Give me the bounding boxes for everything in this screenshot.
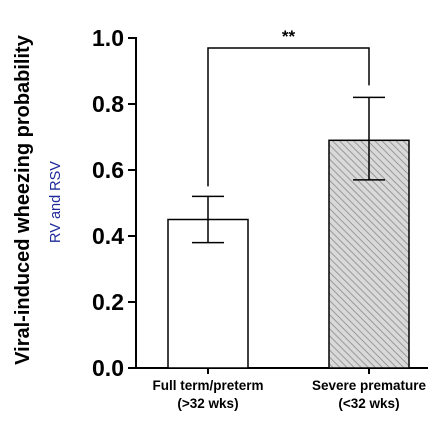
y-axis-sublabel: RV and RSV — [48, 161, 64, 243]
y-tick-label: 0.8 — [92, 91, 124, 117]
y-axis-title-group: Viral-induced wheezing probability RV an… — [12, 34, 64, 365]
x-category-label: Severe premature — [312, 378, 427, 393]
x-category-sublabel: (<32 wks) — [338, 396, 399, 411]
y-axis-label: Viral-induced wheezing probability — [12, 34, 34, 365]
x-category-sublabel: (>32 wks) — [177, 396, 238, 411]
x-category-label: Full term/preterm — [152, 378, 263, 393]
y-tick-label: 0.4 — [92, 223, 124, 249]
y-tick-label: 1.0 — [92, 25, 124, 51]
y-tick-label: 0.2 — [92, 289, 124, 315]
significance-label: ** — [282, 27, 296, 46]
plot-area: 0.0 0.2 0.4 0.6 0.8 1.0 Full term/preterm (>32 … — [92, 25, 428, 411]
y-tick-label: 0.6 — [92, 157, 124, 183]
y-tick-label: 0.0 — [92, 355, 124, 381]
significance-bracket — [207, 47, 370, 187]
